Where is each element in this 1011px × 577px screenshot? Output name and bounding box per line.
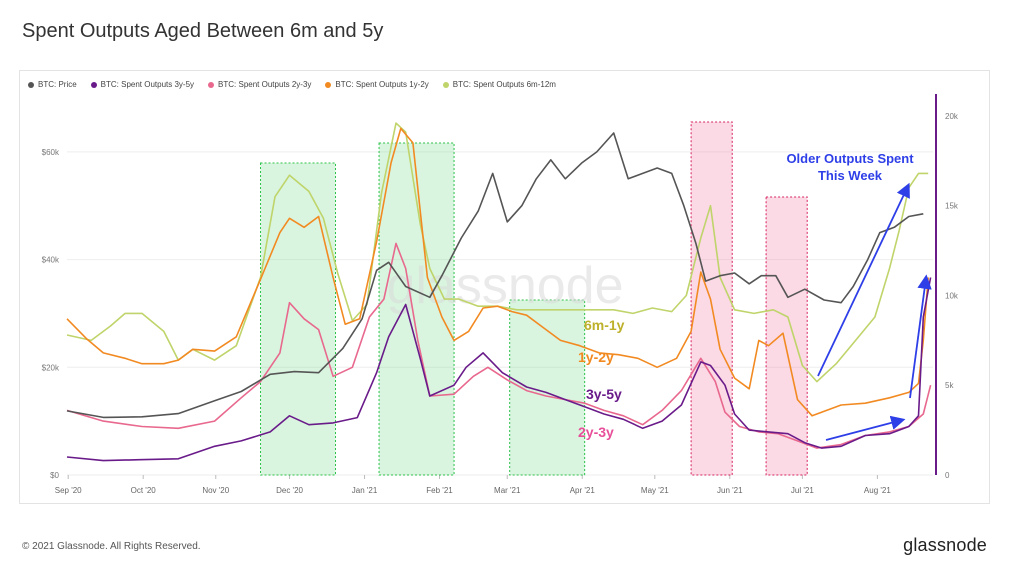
x-axis-tick-label: Oct '20 bbox=[131, 486, 157, 495]
legend-dot bbox=[28, 81, 34, 88]
left-axis-tick-label: $40k bbox=[42, 256, 60, 265]
legend-dot bbox=[442, 81, 449, 88]
chart-panel bbox=[19, 70, 990, 504]
legend-dot bbox=[208, 81, 215, 88]
legend-item-price[interactable]: BTC: Price bbox=[28, 80, 77, 89]
callout-text-line1: Older Outputs Spent bbox=[786, 151, 914, 166]
left-axis-tick-label: $20k bbox=[42, 363, 60, 372]
series-line-btc-spent-outputs-2y-3y bbox=[66, 242, 932, 449]
series-annotation: 6m-1y bbox=[584, 317, 625, 333]
callout-arrow bbox=[817, 182, 910, 377]
callout-arrow bbox=[909, 274, 932, 399]
watermark-text: glassnode bbox=[386, 257, 623, 315]
highlight-region bbox=[260, 162, 337, 476]
callout-arrow bbox=[825, 415, 906, 441]
x-axis-tick-label: Jul '21 bbox=[791, 486, 814, 495]
callout-text-line2: This Week bbox=[818, 168, 883, 183]
right-axis-tick-label: 15k bbox=[945, 202, 959, 211]
legend-label: BTC: Spent Outputs 1y-2y bbox=[335, 80, 429, 89]
x-axis-tick-label: May '21 bbox=[641, 486, 669, 495]
x-axis-tick-label: Mar '21 bbox=[494, 486, 521, 495]
x-axis-tick-label: Dec '20 bbox=[276, 486, 303, 495]
right-axis-tick-label: 0 bbox=[945, 471, 950, 480]
x-axis-tick-label: Apr '21 bbox=[570, 486, 596, 495]
right-axis-tick-label: 20k bbox=[945, 112, 959, 121]
series-annotation: 3y-5y bbox=[586, 386, 622, 402]
series-line-btc-spent-outputs-6m-12m bbox=[66, 122, 929, 383]
highlight-region bbox=[690, 121, 733, 476]
page-title: Spent Outputs Aged Between 6m and 5y bbox=[22, 20, 384, 42]
legend-label: BTC: Spent Outputs 3y-5y bbox=[100, 80, 195, 89]
legend-item-2y-3y[interactable]: BTC: Spent Outputs 2y-3y bbox=[208, 80, 311, 89]
legend-item-1y-2y[interactable]: BTC: Spent Outputs 1y-2y bbox=[325, 80, 429, 89]
legend-label: BTC: Spent Outputs 6m-12m bbox=[452, 80, 556, 89]
highlight-region bbox=[765, 196, 808, 476]
series-line-btc-spent-outputs-1y-2y bbox=[66, 127, 929, 417]
left-axis-tick-label: $60k bbox=[42, 148, 60, 157]
legend-label: BTC: Price bbox=[38, 80, 77, 89]
right-axis-tick-label: 5k bbox=[945, 381, 954, 390]
chart-legend: BTC: Price BTC: Spent Outputs 3y-5y BTC:… bbox=[28, 80, 556, 89]
series-annotation: 1y-2y bbox=[578, 349, 614, 365]
brand-logo[interactable]: glassnode bbox=[903, 535, 987, 555]
series-line-btc-price bbox=[66, 132, 924, 419]
right-axis-tick-label: 10k bbox=[945, 291, 959, 300]
x-axis-tick-label: Jan '21 bbox=[352, 486, 378, 495]
legend-dot bbox=[325, 81, 332, 88]
x-axis-tick-label: Feb '21 bbox=[426, 486, 453, 495]
legend-item-3y-5y[interactable]: BTC: Spent Outputs 3y-5y bbox=[90, 80, 195, 89]
x-axis-tick-label: Jun '21 bbox=[717, 486, 743, 495]
left-axis-tick-label: $0 bbox=[50, 471, 59, 480]
legend-dot bbox=[90, 81, 97, 88]
legend-label: BTC: Spent Outputs 2y-3y bbox=[218, 80, 312, 89]
copyright-footer: © 2021 Glassnode. All Rights Reserved. bbox=[22, 541, 201, 552]
series-annotation: 2y-3y bbox=[578, 424, 614, 440]
x-axis-tick-label: Aug '21 bbox=[864, 486, 891, 495]
x-axis-tick-label: Sep '20 bbox=[55, 486, 82, 495]
series-line-btc-spent-outputs-3y-5y bbox=[66, 277, 932, 462]
legend-item-6m-12m[interactable]: BTC: Spent Outputs 6m-12m bbox=[442, 80, 556, 89]
x-axis-tick-label: Nov '20 bbox=[202, 486, 229, 495]
